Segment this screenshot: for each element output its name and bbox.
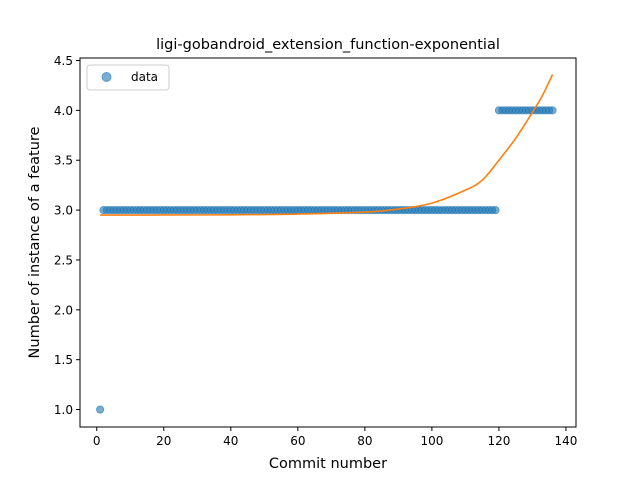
y-tick-label: 3.0 xyxy=(54,204,73,218)
x-tick-label: 0 xyxy=(93,434,101,448)
y-tick-label: 4.0 xyxy=(54,104,73,118)
chart-title: ligi-gobandroid_extension_function-expon… xyxy=(156,37,500,53)
y-tick-label: 2.5 xyxy=(54,253,73,267)
data-point xyxy=(491,205,500,215)
y-tick-label: 2.0 xyxy=(54,303,73,317)
data-point xyxy=(96,405,105,414)
legend-label: data xyxy=(131,70,158,84)
fit-line xyxy=(100,74,554,216)
y-tick-label: 1.0 xyxy=(54,403,73,417)
x-tick-label: 20 xyxy=(156,434,171,448)
y-tick-label: 4.5 xyxy=(54,54,73,68)
axes-frame xyxy=(79,57,577,428)
legend-frame xyxy=(86,64,170,91)
x-tick-label: 120 xyxy=(487,434,510,448)
y-tick-label: 1.5 xyxy=(54,353,73,367)
y-axis-label: Number of instance of a feature xyxy=(27,126,43,358)
x-tick-label: 140 xyxy=(554,434,577,448)
x-tick-label: 60 xyxy=(290,434,305,448)
axis-ticks: 0 20 40 60 80 100 120 140 1.0 1.5 2.0 2.5 3.0 3.5 4.0 4… xyxy=(54,54,577,448)
x-tick-label: 40 xyxy=(223,434,238,448)
plot-area xyxy=(96,74,557,414)
y-tick-label: 3.5 xyxy=(54,154,73,168)
x-tick-label: 100 xyxy=(420,434,443,448)
x-tick-label: 80 xyxy=(357,434,372,448)
legend: data xyxy=(86,64,170,91)
legend-marker xyxy=(101,72,112,82)
x-axis-label: Commit number xyxy=(269,456,387,472)
data-point xyxy=(548,106,557,115)
